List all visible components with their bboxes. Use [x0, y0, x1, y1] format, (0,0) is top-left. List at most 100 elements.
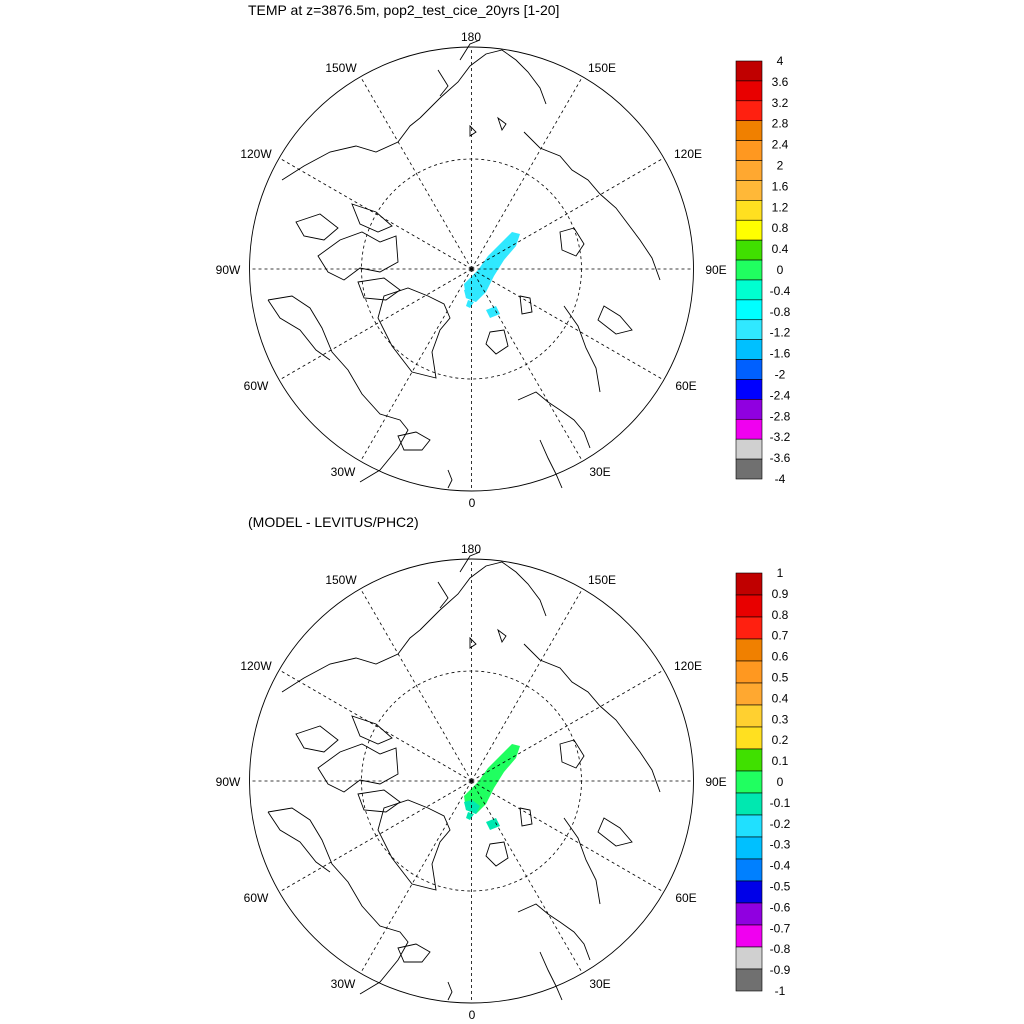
colorbar-label: 0.3: [772, 712, 789, 726]
meridian-line: [471, 780, 664, 893]
longitude-label-top-left: 150W: [325, 61, 357, 75]
meridian-line: [471, 669, 664, 782]
longitude-label-lower-left: 60W: [244, 891, 269, 905]
colorbar-label: 3.2: [772, 96, 789, 110]
meridian-line: [279, 780, 472, 893]
coastline: [563, 817, 601, 905]
colorbar-box: [735, 704, 763, 728]
coastline: [497, 116, 507, 132]
longitude-label-bottom-right: 30E: [589, 465, 610, 479]
colorbar-label: 0.7: [772, 629, 789, 643]
coastline: [351, 715, 393, 745]
colorbar-box: [735, 638, 763, 662]
coastline: [559, 227, 585, 257]
coastline: [377, 287, 451, 379]
panel-2-title: (MODEL - LEVITUS/PHC2): [248, 514, 419, 530]
colorbar-box: [735, 946, 763, 970]
coastline: [357, 789, 401, 813]
colorbar-box: [735, 279, 763, 301]
coastline: [295, 725, 339, 753]
coastline: [459, 39, 481, 61]
longitude-label-bottom-right: 30E: [589, 977, 610, 991]
meridian-line: [471, 588, 583, 782]
coastline: [539, 439, 563, 489]
longitude-label-top-right: 150E: [588, 573, 616, 587]
meridian-line: [471, 780, 583, 974]
colorbar-box: [735, 319, 763, 340]
coastline: [469, 124, 477, 137]
colorbar-box: [735, 359, 763, 380]
longitude-label-upper-left: 120W: [240, 659, 272, 673]
colorbar-box: [735, 792, 763, 816]
colorbar-label: -0.4: [770, 284, 791, 298]
colorbar-box: [735, 924, 763, 948]
colorbar-box: [735, 100, 763, 122]
coastline: [419, 561, 547, 631]
colorbar-label: -4: [775, 472, 786, 486]
colorbar-label: -0.8: [770, 305, 791, 319]
colorbar-box: [735, 814, 763, 838]
coastline: [317, 231, 399, 281]
field-patch-tail: [464, 288, 480, 302]
colorbar-label: 1.6: [772, 179, 789, 193]
coastline: [459, 551, 481, 573]
field-patch-spot: [486, 306, 500, 318]
colorbar-label: 2: [777, 159, 784, 173]
meridian-line: [279, 157, 472, 270]
colorbar-label: -1: [775, 984, 786, 998]
meridian-line: [360, 76, 472, 270]
colorbar-label: -1.6: [770, 347, 791, 361]
coastline: [559, 739, 585, 769]
colorbar-label: 0.6: [772, 650, 789, 664]
polar-map-temperature: 180 150W 150E 120W 120E 90W 90E 60W 60E 30W 30E 0 4 3…: [216, 30, 791, 510]
colorbar-box: [735, 438, 763, 460]
coastline: [357, 277, 401, 301]
colorbar-box: [735, 682, 763, 706]
coastline: [267, 295, 409, 483]
coastline: [485, 329, 509, 355]
colorbar-box: [735, 80, 763, 102]
map-boundary: [249, 46, 694, 492]
longitude-label-right: 90E: [705, 263, 726, 277]
colorbar-box: [735, 572, 763, 596]
colorbar-label: -2: [775, 368, 786, 382]
meridian-line: [471, 268, 664, 381]
coastline: [437, 69, 449, 97]
longitude-label-upper-left: 120W: [240, 147, 272, 161]
colorbar-box: [735, 660, 763, 684]
colorbar-box: [735, 200, 763, 221]
coastline: [447, 469, 453, 489]
colorbar-label: -1.2: [770, 326, 791, 340]
longitude-label-bottom: 0: [469, 1008, 476, 1022]
coastline: [519, 807, 533, 827]
colorbar-label: 0: [777, 263, 784, 277]
coastline: [397, 431, 431, 451]
coastline: [377, 799, 451, 891]
longitude-label-top-left: 150W: [325, 573, 357, 587]
coastline: [437, 581, 449, 609]
colorbar-label: -3.6: [770, 451, 791, 465]
field-patch-tail: [464, 800, 480, 814]
field-patch-spot: [486, 818, 500, 830]
panel-1-title: TEMP at z=3876.5m, pop2_test_cice_20yrs …: [248, 2, 560, 18]
longitude-label-left: 90W: [216, 775, 241, 789]
colorbar-label: 2.8: [772, 117, 789, 131]
meridian-line: [360, 268, 472, 462]
longitude-label-bottom-left: 30W: [331, 977, 356, 991]
coastline: [485, 841, 509, 867]
colorbar-box: [735, 299, 763, 321]
colorbar-box: [735, 858, 763, 882]
colorbar-label: -0.3: [770, 838, 791, 852]
colorbar-box: [735, 726, 763, 750]
longitude-label-upper-right: 120E: [674, 659, 702, 673]
coastline: [563, 305, 601, 393]
meridian-line: [471, 76, 583, 270]
colorbar-label: 0: [777, 775, 784, 789]
coastline: [597, 305, 633, 335]
colorbar-box: [735, 748, 763, 772]
colorbar-box: [735, 902, 763, 926]
map-boundary: [249, 558, 694, 1004]
colorbar-label: 1: [777, 566, 784, 580]
coastline: [519, 295, 533, 315]
colorbar-box: [735, 594, 763, 618]
